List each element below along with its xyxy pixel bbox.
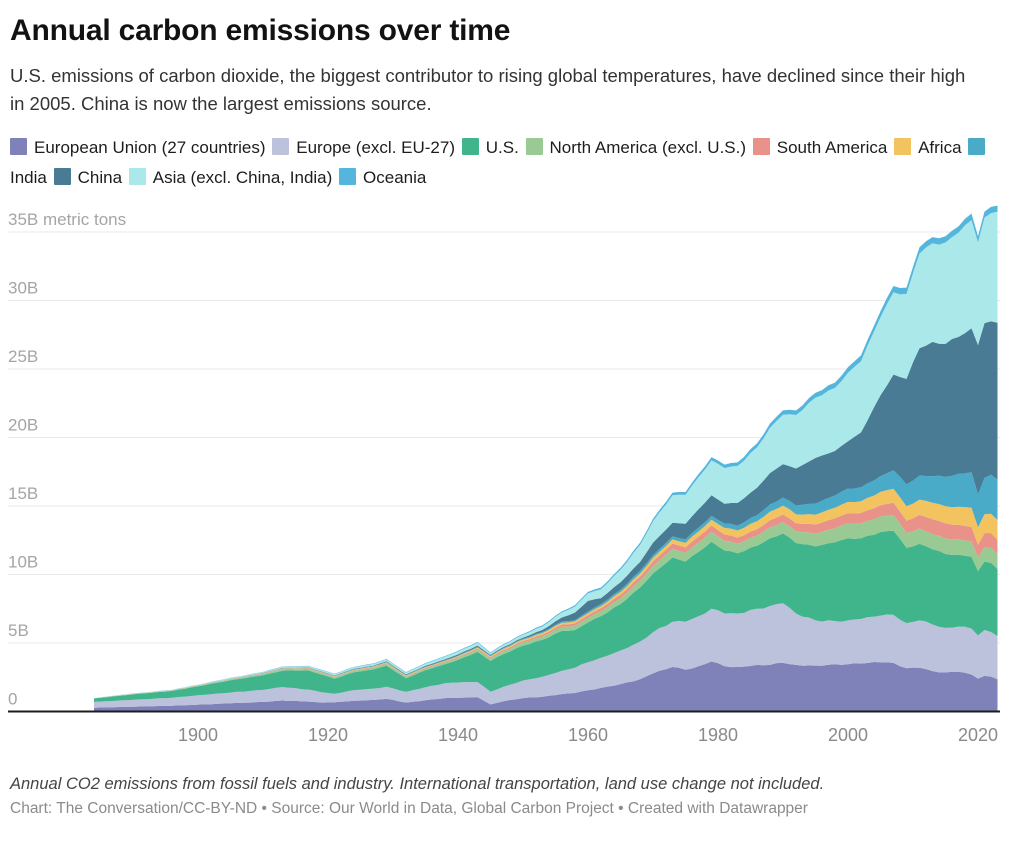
x-tick-label-1920: 1920 <box>308 725 348 745</box>
legend-swatch-asia-excl-china-india <box>128 167 146 185</box>
x-tick-label-1900: 1900 <box>178 725 218 745</box>
x-tick-label-1960: 1960 <box>568 725 608 745</box>
legend-label: South America <box>776 137 888 157</box>
x-tick-label-2000: 2000 <box>828 725 868 745</box>
y-tick-label-15: 15B <box>8 484 38 503</box>
stacked-areas <box>94 205 998 711</box>
legend-label: Asia (excl. China, India) <box>152 167 333 187</box>
legend-label: Oceania <box>363 167 427 187</box>
legend-label: Europe (excl. EU-27) <box>296 137 455 157</box>
area-india <box>94 469 998 698</box>
chart-area: 0 5B 10B 15B 20B 25B 30B 35B metric tons 1900 192… <box>0 199 1024 759</box>
legend-swatch-north-america-excl-u-s <box>525 137 543 155</box>
legend-label: European Union (27 countries) <box>34 137 266 157</box>
chart-credit: Chart: The Conversation/CC-BY-ND • Sourc… <box>10 799 808 817</box>
legend-item-europe-excl-eu-27: Europe (excl. EU-27) <box>272 137 455 157</box>
legend-item-oceania: Oceania <box>339 167 427 187</box>
y-tick-label-5: 5B <box>8 621 29 640</box>
chart-subtitle: U.S. emissions of carbon dioxide, the bi… <box>10 65 966 114</box>
legend-item-south-america: South America <box>752 137 888 157</box>
legend-swatch-europe-excl-eu-27 <box>272 137 290 155</box>
legend-swatch-africa <box>894 137 912 155</box>
x-tick-label-1940: 1940 <box>438 725 478 745</box>
legend-swatch-oceania <box>339 167 357 185</box>
area-asia-excl-china-india <box>94 211 998 698</box>
legend-swatch-china <box>53 167 71 185</box>
chart-footnote: Annual CO2 emissions from fossil fuels a… <box>10 774 825 793</box>
legend-item-european-union-27-countries: European Union (27 countries) <box>10 137 266 157</box>
area-south-america <box>94 502 998 698</box>
legend-item-asia-excl-china-india: Asia (excl. China, India) <box>128 167 333 187</box>
legend-item-north-america-excl-u-s: North America (excl. U.S.) <box>525 137 747 157</box>
emissions-chart: 0 5B 10B 15B 20B 25B 30B 35B metric tons 1900 192… <box>8 205 1000 745</box>
area-u-s <box>94 530 998 702</box>
legend-label: U.S. <box>485 137 519 157</box>
legend-label: North America (excl. U.S.) <box>549 137 747 157</box>
chart-card: Annual carbon emissions over time U.S. e… <box>0 14 1024 817</box>
page-title: Annual carbon emissions over time <box>10 14 511 47</box>
legend-swatch-south-america <box>752 137 770 155</box>
legend-swatch-u-s <box>461 137 479 155</box>
y-tick-label-10: 10B <box>8 552 38 571</box>
y-tick-label-20: 20B <box>8 415 38 434</box>
y-tick-label-30: 30B <box>8 278 38 297</box>
y-tick-label-25: 25B <box>8 347 38 366</box>
area-europe-excl-eu-27 <box>94 602 998 708</box>
legend-swatch-european-union-27-countries <box>10 137 27 155</box>
chart-legend: European Union (27 countries) Europe (ex… <box>10 133 1014 193</box>
legend-item-india: India <box>10 137 992 187</box>
legend-item-u-s: U.S. <box>461 137 519 157</box>
legend-swatch-india <box>968 137 986 155</box>
x-tick-label-2020: 2020 <box>958 725 998 745</box>
area-european-union-27-countries <box>94 661 998 711</box>
area-africa <box>94 488 998 698</box>
legend-item-africa: Africa <box>894 137 962 157</box>
legend-label: India <box>10 167 47 187</box>
legend-label: Africa <box>918 137 962 157</box>
y-tick-label-35: 35B metric tons <box>8 210 126 229</box>
legend-label: China <box>77 167 123 187</box>
x-tick-label-1980: 1980 <box>698 725 738 745</box>
axis-labels: 0 5B 10B 15B 20B 25B 30B 35B metric tons 1900 192… <box>8 210 1000 745</box>
y-tick-label-0: 0 <box>8 689 17 708</box>
area-north-america-excl-u-s <box>94 514 998 698</box>
legend-item-china: China <box>53 167 123 187</box>
